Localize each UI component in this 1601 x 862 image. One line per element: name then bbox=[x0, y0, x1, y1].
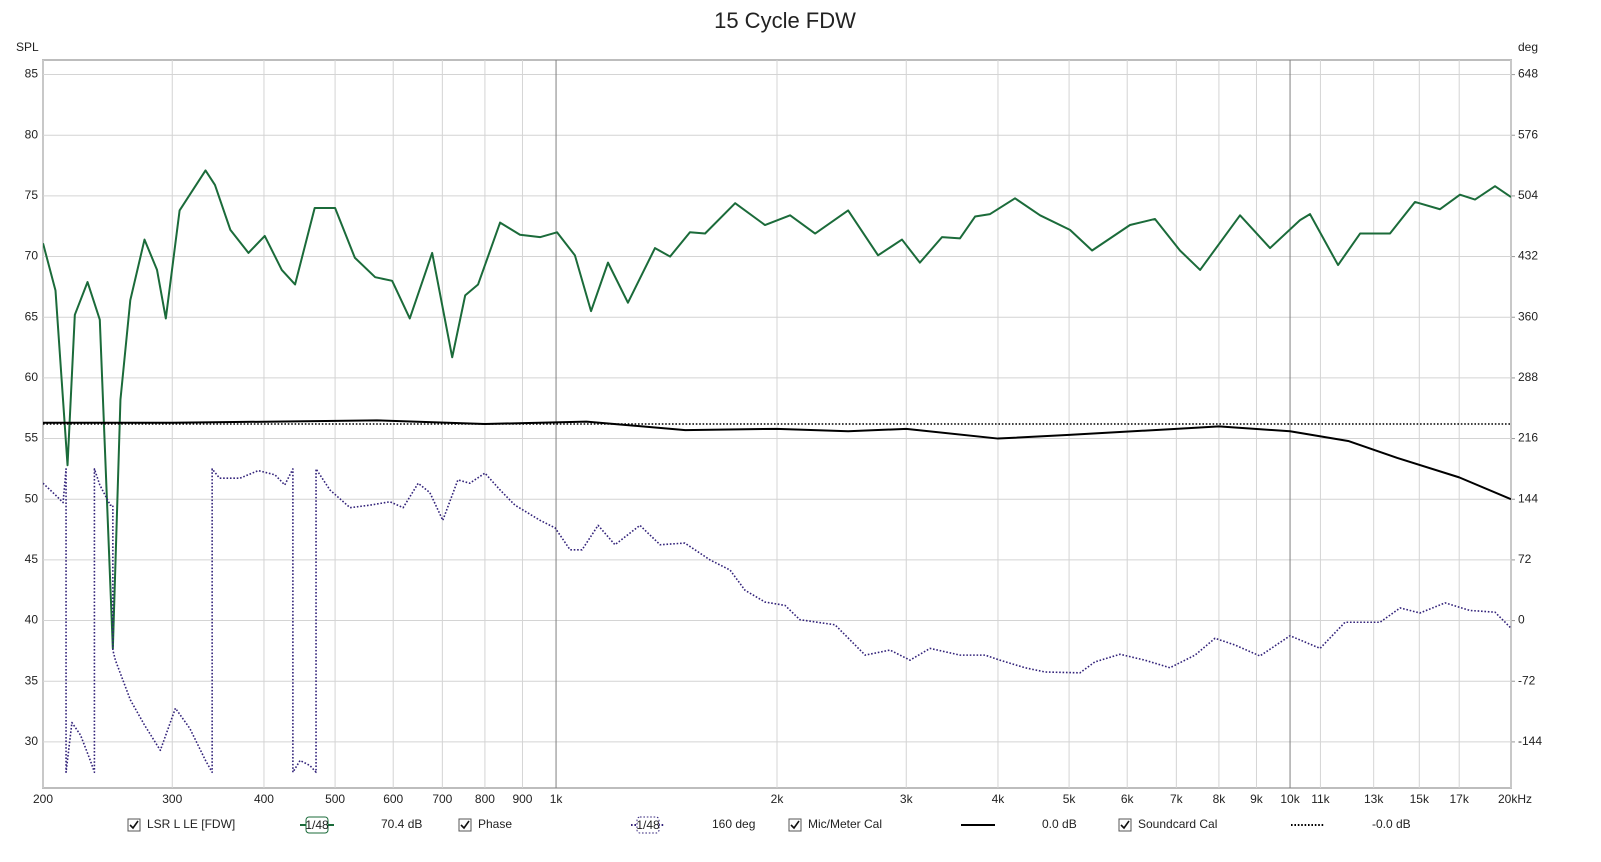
y2-tick-label: 0 bbox=[1518, 613, 1525, 627]
legend-readout: 0.0 dB bbox=[1042, 817, 1077, 831]
x-tick-label: 8k bbox=[1213, 792, 1227, 806]
x-tick-label: 700 bbox=[432, 792, 452, 806]
y-tick-label: 60 bbox=[25, 370, 39, 384]
x-tick-label: 5k bbox=[1063, 792, 1077, 806]
x-tick-label: 3k bbox=[900, 792, 914, 806]
smoothing-icon[interactable] bbox=[305, 816, 329, 834]
plot-lines bbox=[43, 169, 1511, 774]
x-tick-label: 15k bbox=[1410, 792, 1430, 806]
y-tick-label: 70 bbox=[25, 249, 39, 263]
x-tick-label: 11k bbox=[1311, 792, 1330, 806]
legend-readout: 70.4 dB bbox=[381, 817, 422, 831]
legend-readout: 160 deg bbox=[712, 817, 755, 831]
y2-tick-label: 648 bbox=[1518, 67, 1538, 81]
series-line bbox=[43, 169, 1511, 650]
x-tick-label: 17k bbox=[1450, 792, 1470, 806]
check-mark bbox=[460, 820, 470, 830]
y2-axis-label: deg bbox=[1518, 40, 1538, 54]
x-tick-label: 9k bbox=[1250, 792, 1264, 806]
legend-item: Soundcard Cal -0.0 dB bbox=[1118, 817, 1411, 832]
check-mark bbox=[129, 820, 139, 830]
smoothing-icon[interactable] bbox=[636, 816, 660, 834]
series-line bbox=[43, 419, 1511, 501]
y2-tick-label: 216 bbox=[1518, 431, 1538, 445]
legend-checkbox[interactable] bbox=[458, 818, 472, 832]
x-tick-label: 200 bbox=[33, 792, 53, 806]
x-tick-label: 600 bbox=[383, 792, 403, 806]
x-tick-label: 6k bbox=[1121, 792, 1135, 806]
x-tick-label: 900 bbox=[512, 792, 532, 806]
legend-checkbox[interactable] bbox=[788, 818, 802, 832]
legend-checkbox[interactable] bbox=[127, 818, 141, 832]
smoothing-label: 1/48 bbox=[636, 818, 660, 832]
x-tick-label: 1k bbox=[550, 792, 564, 806]
y2-tick-label: -72 bbox=[1518, 673, 1536, 687]
y2-tick-label: 432 bbox=[1518, 249, 1538, 263]
x-tick-label: 20kHz bbox=[1498, 792, 1532, 806]
y2-tick-label: 504 bbox=[1518, 188, 1538, 202]
y-axis-label: SPL bbox=[16, 40, 39, 54]
chart-title: 15 Cycle FDW bbox=[714, 8, 856, 33]
check-mark bbox=[790, 820, 800, 830]
y2-tick-label: 144 bbox=[1518, 491, 1538, 505]
legend-label: Mic/Meter Cal bbox=[808, 817, 882, 831]
y-tick-label: 55 bbox=[25, 431, 39, 445]
x-tick-label: 10k bbox=[1280, 792, 1300, 806]
smoothing-label: 1/48 bbox=[305, 818, 329, 832]
y-tick-label: 80 bbox=[25, 127, 39, 141]
legend-item: Phase 1/48 160 deg bbox=[458, 816, 755, 834]
x-tick-label: 7k bbox=[1170, 792, 1184, 806]
y2-tick-label: 576 bbox=[1518, 127, 1538, 141]
y-tick-label: 50 bbox=[25, 491, 39, 505]
y2-tick-label: -144 bbox=[1518, 734, 1542, 748]
legend-label: Phase bbox=[478, 817, 512, 831]
y-tick-label: 75 bbox=[25, 188, 39, 202]
y-tick-label: 65 bbox=[25, 309, 39, 323]
legend-item: Mic/Meter Cal 0.0 dB bbox=[788, 817, 1077, 832]
legend-item: LSR L LE [FDW] 1/48 70.4 dB bbox=[127, 816, 422, 834]
x-tick-label: 400 bbox=[254, 792, 274, 806]
y-tick-label: 85 bbox=[25, 67, 39, 81]
x-tick-label: 13k bbox=[1364, 792, 1384, 806]
legend-label: Soundcard Cal bbox=[1138, 817, 1217, 831]
check-mark bbox=[1120, 820, 1130, 830]
y2-tick-label: 288 bbox=[1518, 370, 1538, 384]
y2-tick-label: 72 bbox=[1518, 552, 1532, 566]
x-tick-label: 2k bbox=[771, 792, 785, 806]
x-tick-label: 500 bbox=[325, 792, 345, 806]
y-tick-label: 45 bbox=[25, 552, 39, 566]
y-tick-label: 30 bbox=[25, 734, 39, 748]
y2-tick-label: 360 bbox=[1518, 309, 1538, 323]
legend-label: LSR L LE [FDW] bbox=[147, 817, 235, 831]
x-tick-label: 300 bbox=[162, 792, 182, 806]
x-tick-label: 4k bbox=[992, 792, 1006, 806]
y-tick-label: 40 bbox=[25, 613, 39, 627]
y-tick-label: 35 bbox=[25, 673, 39, 687]
legend-checkbox[interactable] bbox=[1118, 818, 1132, 832]
legend-readout: -0.0 dB bbox=[1372, 817, 1411, 831]
series-line bbox=[43, 468, 1511, 774]
x-tick-label: 800 bbox=[475, 792, 495, 806]
